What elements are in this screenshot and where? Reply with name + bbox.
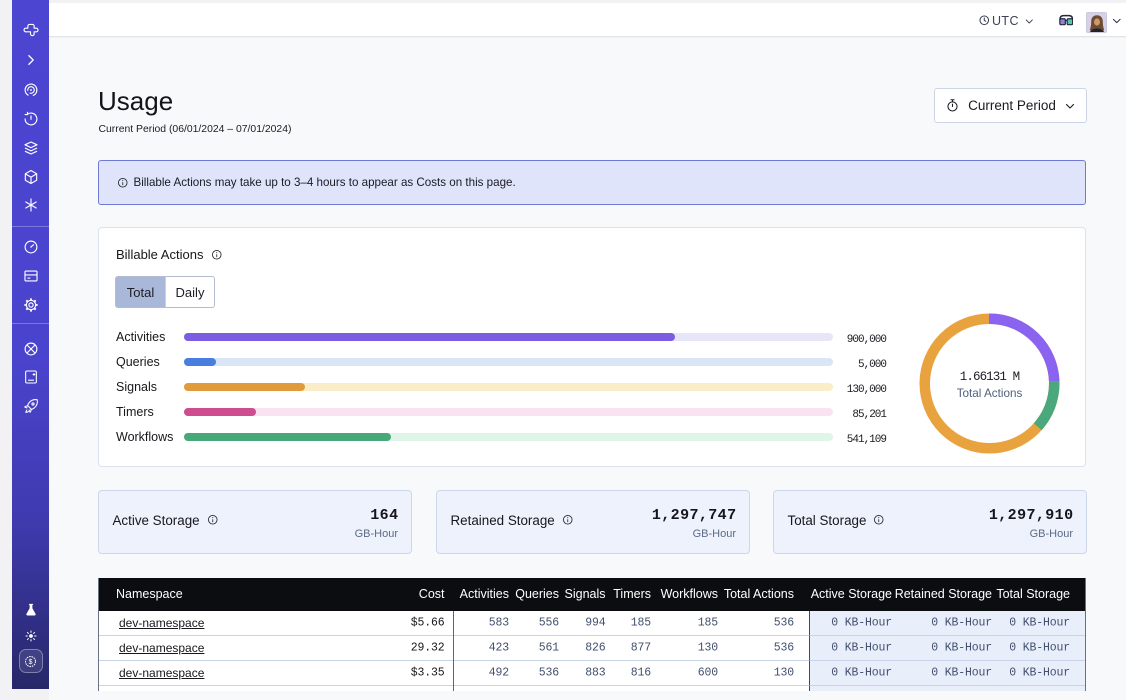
svg-text:$: $ — [29, 659, 33, 666]
